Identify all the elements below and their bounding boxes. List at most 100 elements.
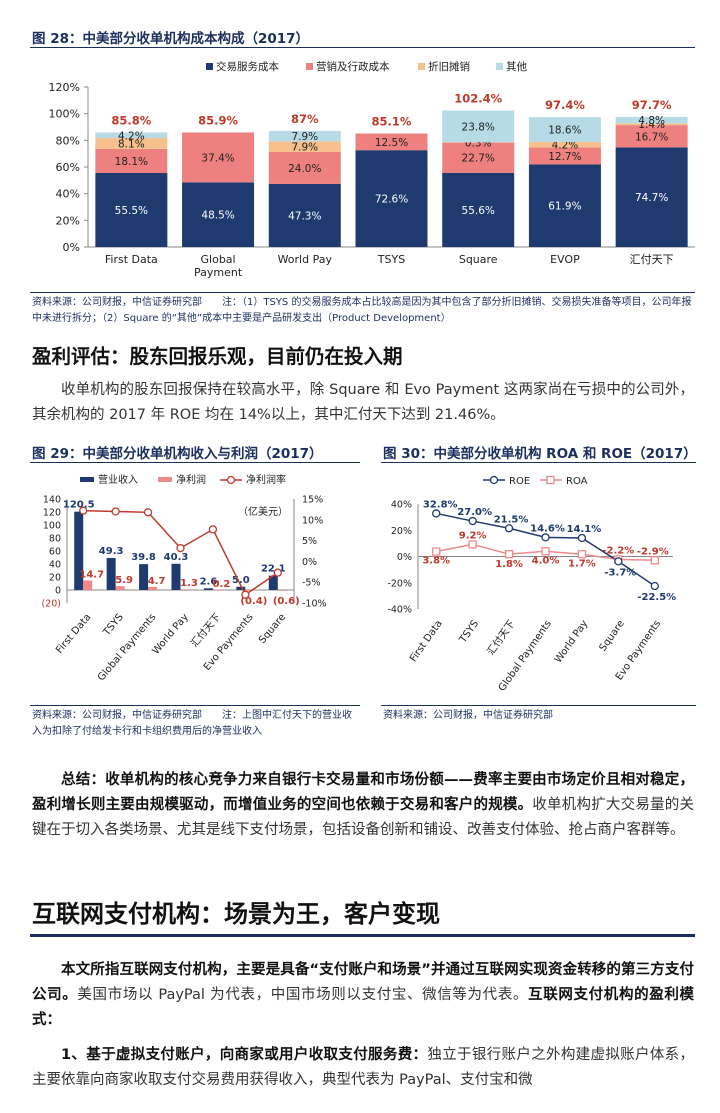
fig29-chart: 营业收入 净利润 净利润率 （亿美元） (20) 0 20 40 60 80 100 120 140 -1… <box>41 473 326 683</box>
fig28-category-label: 汇付天下 <box>630 253 674 266</box>
fig29-profit-label: (0.4) <box>240 596 267 607</box>
fig29-margin-point <box>79 506 88 515</box>
fig29-profit-bar <box>115 586 125 590</box>
fig28-total-label: 87% <box>291 112 319 126</box>
summary-bold: 总结：收单机构的核心竞争力来自银行卡交易量和市场份额——费率主要由市场定价且相对… <box>32 772 694 813</box>
fig28-bar-segment <box>528 141 601 148</box>
fig29-y2tick-label: 5% <box>302 536 317 547</box>
section2-p2-bold: 1、基于虚拟支付账户，向商家或用户收取支付服务费： <box>61 1047 428 1063</box>
fig28-bar-segment <box>182 132 255 183</box>
fig28-bar-segment <box>268 183 341 247</box>
fig29-ytick-label: 20 <box>49 573 61 584</box>
fig30-roe-label: 21.5% <box>494 514 529 525</box>
fig28-source: 资料来源：公司财报，中信证券研究部 注：（1）TSYS 的交易服务成本占比较高是… <box>32 297 692 324</box>
fig28-total-label: 85.9% <box>198 113 238 127</box>
fig29-legend-revenue-swatch <box>80 477 94 482</box>
fig30-roe-label: 32.8% <box>423 499 458 510</box>
fig28-category-label: Square <box>459 253 498 266</box>
fig29-profit-label: 4.7 <box>148 576 166 587</box>
fig28-bar-segment <box>355 133 428 151</box>
fig29-rule <box>30 462 360 463</box>
fig28-segment-label: 24.0% <box>288 163 321 175</box>
fig29-category-label: TSYS <box>101 612 126 639</box>
fig29-revenue-label: 40.3 <box>164 552 189 563</box>
fig28-bar-segment <box>95 138 168 149</box>
fig30-category-label: Square <box>598 618 627 653</box>
fig29-y2tick-label: 10% <box>302 515 323 526</box>
fig30-source: 资料来源：公司财报，中信证券研究部 <box>383 710 553 721</box>
fig29-profit-bar <box>148 586 158 590</box>
fig28-category-label: TSYS <box>377 253 405 266</box>
fig28-total-label: 85.1% <box>372 115 412 129</box>
fig28-ytick-label: 120% <box>49 81 80 94</box>
fig29-margin-point <box>111 507 120 516</box>
fig28-ytick-label: 60% <box>56 161 80 174</box>
fig29-revenue-bar <box>139 564 149 590</box>
fig28-segment-label: 8.1% <box>118 138 145 150</box>
fig29-category-label: Global Payments <box>96 612 158 683</box>
fig30-roa-label: 4.0% <box>532 555 560 566</box>
fig28-bar-segment <box>355 150 428 247</box>
fig29-profit-label: 0.2 <box>213 579 231 590</box>
fig29-ytick-label: (20) <box>41 599 61 610</box>
fig29-revenue-bar <box>106 557 116 590</box>
fig29-margin-point <box>241 590 250 599</box>
section2-rule <box>30 934 695 937</box>
fig30-roa-label: -2.9% <box>637 546 669 557</box>
fig28-total-label: 102.4% <box>454 91 502 105</box>
fig30-legend-roa: ROA <box>566 476 588 487</box>
fig30-roa-label: 1.7% <box>568 558 596 569</box>
fig28-bar-segment <box>442 110 515 143</box>
fig29-profit-bar <box>180 589 190 590</box>
section2-p1-bold: 本文所指互联网支付机构，主要是具备“支付账户和场景”并通过互联网实现资金转移的第… <box>32 962 694 1003</box>
fig29-legend-profit-swatch <box>158 477 172 482</box>
fig28-segment-label: 48.5% <box>201 210 234 222</box>
fig30-roa-point <box>650 556 659 565</box>
fig30-roe-point <box>577 533 587 543</box>
fig28-bar-segment <box>528 117 601 142</box>
fig29-profit-label: 1.3 <box>180 578 198 589</box>
section2-paragraph-2: 1、基于虚拟支付账户，向商家或用户收取支付服务费：独立于银行账户之外构建虚拟账户… <box>32 1043 694 1093</box>
fig29-ytick-label: 80 <box>49 534 61 545</box>
fig28-bottom-rule <box>30 292 695 293</box>
fig30-roa-label: 1.8% <box>495 559 523 570</box>
section2-p1-mid: 美国市场以 PayPal 为代表，中国市场则以支付宝、微信等为代表。 <box>77 987 529 1003</box>
fig28-category-label: World Pay <box>278 253 333 266</box>
section2-p1-bold2: 互联网支付机构的盈利模式： <box>32 987 694 1028</box>
summary-paragraph: 总结：收单机构的核心竞争力来自银行卡交易量和市场份额——费率主要由市场定价且相对… <box>32 768 694 843</box>
fig29-title: 图 29：中美部分收单机构收入与利润（2017） <box>32 446 323 462</box>
fig28-legend-label: 折旧摊销 <box>428 60 470 73</box>
fig28-segment-label: 4.8% <box>638 115 665 127</box>
fig30-legend-roe: ROE <box>509 476 530 487</box>
fig29-revenue-label: 49.3 <box>99 546 124 557</box>
fig28-bar-segment <box>182 182 255 247</box>
fig28-ytick-label: 80% <box>56 134 80 147</box>
fig30-roa-label: 3.8% <box>422 556 450 567</box>
fig28-segment-label: 55.5% <box>115 205 148 217</box>
fig29-category-label: First Data <box>54 612 93 656</box>
fig28-bar-segment <box>615 116 688 124</box>
fig28-segment-label: 37.4% <box>201 152 234 164</box>
fig28-ytick-label: 100% <box>49 108 80 121</box>
fig30-ytick-label: 0% <box>397 552 412 563</box>
fig30-roe-point <box>468 516 477 526</box>
fig30-rule <box>381 462 696 463</box>
fig28-legend-swatch <box>496 63 503 70</box>
fig30-ytick-label: 20% <box>391 526 412 537</box>
fig28-segment-label: 4.2% <box>118 130 145 142</box>
fig30-roe-point <box>650 581 659 591</box>
fig29-legend-profit: 净利润 <box>176 473 206 486</box>
fig28-segment-label: 23.8% <box>462 121 495 133</box>
fig29-revenue-label: 5.0 <box>232 575 250 586</box>
fig29-profit-label: 14.7 <box>79 569 104 580</box>
fig28-segment-label: 61.9% <box>548 201 581 213</box>
fig29-revenue-bar <box>74 511 84 590</box>
fig29-unit-label: （亿美元） <box>238 505 288 518</box>
fig28-legend-swatch <box>206 63 213 70</box>
fig29-ytick-label: 0 <box>55 586 61 597</box>
fig28-total-label: 97.7% <box>632 98 672 112</box>
fig28-bar-segment <box>95 173 168 247</box>
fig28-chart: 交易服务成本 营销及行政成本 折旧摊销 其他 0% 20% 40% 60% 80% 100% 120… <box>49 60 695 279</box>
section2-paragraph-1: 本文所指互联网支付机构，主要是具备“支付账户和场景”并通过互联网实现资金转移的第… <box>32 958 694 1033</box>
fig29-ytick-label: 120 <box>43 508 61 519</box>
